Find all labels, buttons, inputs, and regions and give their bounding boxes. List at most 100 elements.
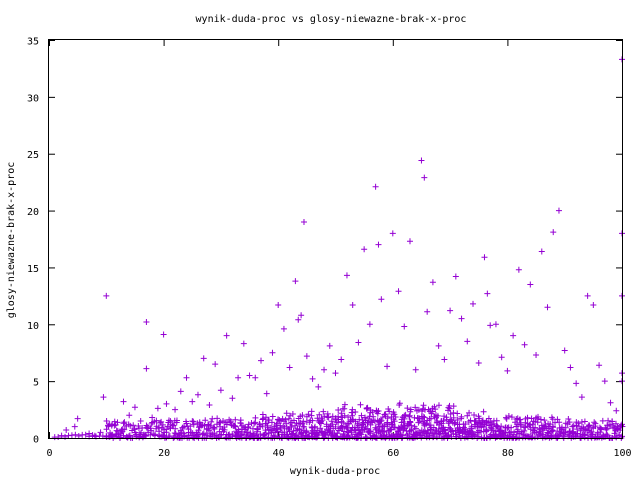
data-point xyxy=(556,419,563,426)
data-point xyxy=(335,413,342,420)
data-point xyxy=(301,434,308,441)
data-point xyxy=(206,402,213,409)
data-point xyxy=(135,422,142,429)
data-point xyxy=(570,422,577,429)
data-point xyxy=(163,426,170,433)
data-point xyxy=(427,415,434,422)
data-point xyxy=(187,423,194,430)
data-point xyxy=(454,410,461,417)
data-point xyxy=(155,424,162,431)
data-point xyxy=(401,323,408,330)
data-point xyxy=(283,410,290,417)
data-point xyxy=(596,362,603,369)
data-point xyxy=(159,421,166,428)
data-point xyxy=(462,421,469,428)
data-point xyxy=(317,425,324,432)
data-point xyxy=(260,415,267,422)
data-point xyxy=(418,157,425,164)
data-point xyxy=(309,417,316,424)
data-point xyxy=(592,420,599,427)
data-point xyxy=(171,429,178,436)
data-point xyxy=(170,422,177,429)
data-point xyxy=(335,406,342,413)
x-tick-label: 0 xyxy=(46,448,52,459)
data-point xyxy=(121,419,128,426)
data-point xyxy=(223,421,230,428)
data-point xyxy=(392,424,399,431)
data-point xyxy=(604,425,611,432)
data-point xyxy=(303,428,310,435)
data-point xyxy=(256,420,263,427)
data-point xyxy=(381,411,388,418)
data-point xyxy=(97,429,104,436)
data-point xyxy=(498,354,505,361)
data-point xyxy=(581,418,588,425)
data-point xyxy=(275,416,282,423)
data-point xyxy=(268,419,275,426)
data-point xyxy=(598,425,605,432)
data-point xyxy=(490,427,497,434)
x-tick-label: 100 xyxy=(613,448,631,459)
data-point xyxy=(450,403,457,410)
data-point xyxy=(550,229,557,236)
data-point xyxy=(182,418,189,425)
data-point xyxy=(424,308,431,315)
data-point xyxy=(527,281,534,288)
data-point xyxy=(515,266,522,273)
data-point xyxy=(251,420,258,427)
data-point xyxy=(352,409,359,416)
data-point xyxy=(414,414,421,421)
data-point xyxy=(227,419,234,426)
data-point xyxy=(458,415,465,422)
data-point xyxy=(549,423,556,430)
data-point xyxy=(275,301,282,308)
data-point xyxy=(110,434,117,441)
data-point xyxy=(289,410,296,417)
data-point xyxy=(475,413,482,420)
data-point xyxy=(518,430,525,437)
data-point xyxy=(144,423,151,430)
data-point xyxy=(273,421,280,428)
data-point xyxy=(232,423,239,430)
data-point xyxy=(117,434,124,441)
data-point xyxy=(582,426,589,433)
data-point xyxy=(350,417,357,424)
data-point xyxy=(183,374,190,381)
data-point xyxy=(471,411,478,418)
data-point xyxy=(232,416,239,423)
data-point xyxy=(149,414,156,421)
data-point xyxy=(487,419,494,426)
data-point xyxy=(586,422,593,429)
data-point xyxy=(343,424,350,431)
data-point xyxy=(252,374,259,381)
data-point xyxy=(470,300,477,307)
data-point xyxy=(449,428,456,435)
data-point xyxy=(481,254,488,261)
x-axis-label: wynik-duda-proc xyxy=(290,466,380,477)
data-point xyxy=(189,398,196,405)
data-point xyxy=(113,427,120,434)
data-point xyxy=(58,432,65,439)
data-point xyxy=(567,364,574,371)
data-point xyxy=(258,357,265,364)
data-point xyxy=(504,367,511,374)
data-point xyxy=(264,422,271,429)
data-point xyxy=(508,424,515,431)
data-point xyxy=(524,414,531,421)
data-point xyxy=(321,413,328,420)
data-point xyxy=(153,425,160,432)
data-point xyxy=(605,417,612,424)
data-point xyxy=(406,238,413,245)
x-tick-label: 60 xyxy=(387,448,399,459)
data-point xyxy=(444,434,451,441)
y-tick-label: 35 xyxy=(27,37,39,48)
data-point xyxy=(554,428,561,435)
data-point xyxy=(366,321,373,328)
data-point xyxy=(190,421,197,428)
data-point xyxy=(329,413,336,420)
y-tick-label: 25 xyxy=(27,150,39,161)
data-point xyxy=(378,427,385,434)
data-point xyxy=(177,388,184,395)
data-point xyxy=(447,307,454,314)
data-point xyxy=(479,417,486,424)
